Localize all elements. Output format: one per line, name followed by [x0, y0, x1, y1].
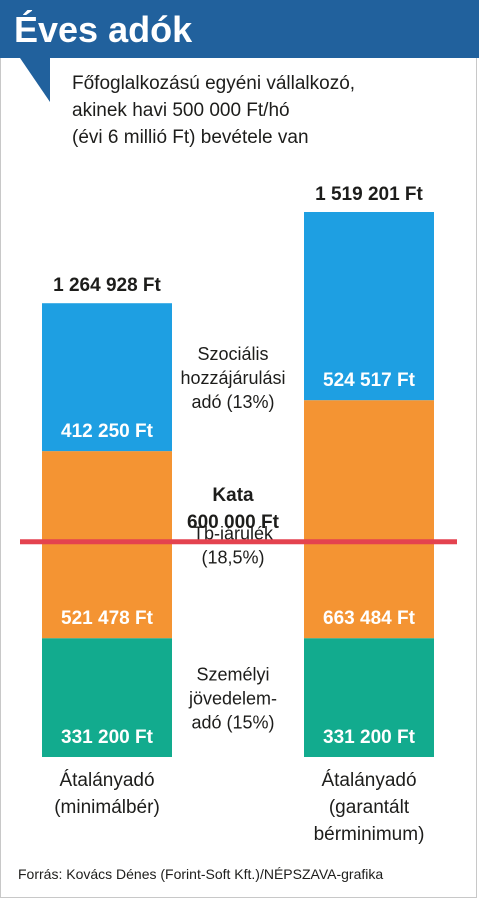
- title-bar: [0, 0, 479, 58]
- series-name-tb: Tb-járulék: [193, 524, 274, 544]
- series-name-szocho: adó (13%): [191, 392, 274, 412]
- series-name-szja: jövedelem-: [188, 689, 277, 709]
- kata-label: Kata: [212, 485, 254, 506]
- value-label-szja: 331 200 Ft: [323, 727, 416, 748]
- bar-segment-szocho: [42, 303, 172, 452]
- subtitle-line: akinek havi 500 000 Ft/hó: [72, 100, 290, 121]
- category-label: (minimálbér): [54, 797, 160, 818]
- series-name-szja: adó (15%): [191, 713, 274, 733]
- category-label: Átalányadó: [321, 770, 416, 791]
- subtitle: Főfoglalkozású egyéni vállalkozó, akinek…: [72, 70, 472, 151]
- kata-value-label: 600 000 Ft: [187, 512, 280, 533]
- subtitle-line: Főfoglalkozású egyéni vállalkozó,: [72, 73, 356, 94]
- kata-reference-line: [20, 539, 457, 545]
- total-label: 1 519 201 Ft: [315, 184, 423, 205]
- bar-segment-szocho: [304, 212, 434, 401]
- value-label-szocho: 412 250 Ft: [61, 421, 154, 442]
- total-label: 1 264 928 Ft: [53, 275, 161, 296]
- value-label-szja: 331 200 Ft: [61, 727, 154, 748]
- value-label-szocho: 524 517 Ft: [323, 370, 416, 391]
- series-name-szocho: Szociális: [197, 344, 268, 364]
- bar-segment-tb: [304, 400, 434, 639]
- subtitle-line: (évi 6 millió Ft) bevétele van: [72, 127, 309, 148]
- series-name-szja: Személyi: [196, 665, 269, 685]
- bar-segment-tb: [42, 451, 172, 639]
- bar-segment-szja: [304, 638, 434, 757]
- category-label: Átalányadó: [59, 770, 154, 791]
- series-name-szocho: hozzájárulási: [180, 368, 285, 388]
- value-label-tb: 663 484 Ft: [323, 608, 416, 629]
- source-credit: Forrás: Kovács Dénes (Forint-Soft Kft.)/…: [18, 866, 384, 882]
- value-label-tb: 521 478 Ft: [61, 608, 154, 629]
- bar-segment-szja: [42, 638, 172, 757]
- category-label: bérminimum): [314, 824, 425, 845]
- series-name-tb: (18,5%): [201, 548, 264, 568]
- category-label: (garantált: [329, 797, 410, 818]
- page-title: Éves adók: [14, 9, 193, 50]
- title-notch: [20, 58, 50, 102]
